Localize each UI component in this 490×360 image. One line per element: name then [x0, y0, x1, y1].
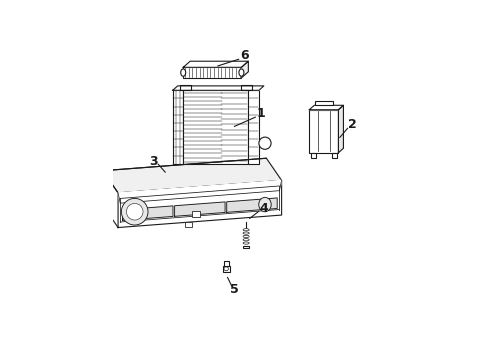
Bar — [248, 90, 259, 164]
Polygon shape — [339, 105, 343, 153]
Polygon shape — [183, 61, 248, 67]
Ellipse shape — [243, 232, 249, 234]
Polygon shape — [172, 86, 264, 90]
Polygon shape — [118, 180, 282, 203]
Ellipse shape — [239, 69, 244, 76]
Ellipse shape — [243, 239, 249, 241]
Bar — [223, 261, 229, 266]
Text: 1: 1 — [256, 107, 265, 120]
Bar — [183, 67, 242, 78]
Polygon shape — [103, 158, 282, 193]
Bar — [222, 266, 230, 272]
Ellipse shape — [243, 242, 249, 244]
Polygon shape — [227, 198, 277, 212]
Bar — [315, 101, 333, 105]
Text: 6: 6 — [241, 49, 249, 62]
Bar — [243, 246, 249, 248]
Polygon shape — [122, 206, 173, 220]
Bar — [185, 222, 192, 227]
Circle shape — [126, 203, 143, 220]
Ellipse shape — [243, 235, 249, 238]
Ellipse shape — [259, 197, 271, 212]
Polygon shape — [118, 180, 282, 228]
Bar — [242, 85, 252, 90]
Ellipse shape — [224, 267, 228, 271]
Text: 4: 4 — [259, 202, 268, 215]
Bar — [180, 85, 191, 90]
Polygon shape — [242, 61, 248, 78]
Bar — [192, 211, 200, 217]
Polygon shape — [174, 202, 225, 216]
Bar — [172, 90, 183, 164]
Circle shape — [259, 137, 271, 149]
Bar — [311, 153, 316, 158]
Circle shape — [122, 198, 148, 225]
Ellipse shape — [243, 229, 249, 231]
Text: 3: 3 — [149, 154, 158, 167]
Text: 5: 5 — [230, 283, 239, 296]
Bar — [309, 110, 339, 153]
Polygon shape — [309, 105, 343, 110]
Text: 2: 2 — [348, 118, 357, 131]
Bar — [332, 153, 337, 158]
Bar — [183, 90, 248, 164]
Ellipse shape — [181, 69, 186, 76]
